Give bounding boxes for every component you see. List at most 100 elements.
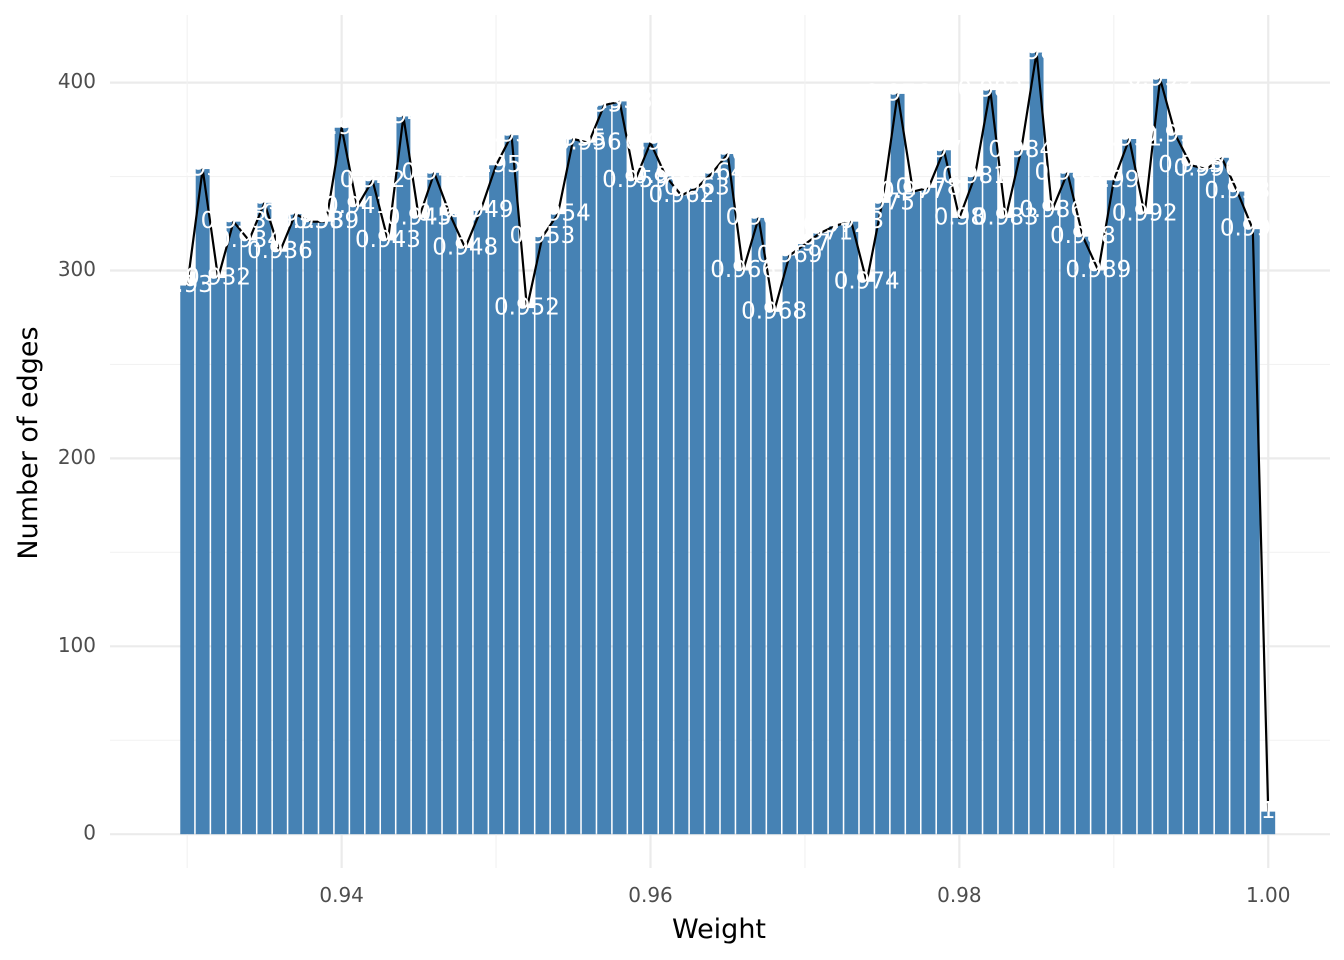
bar bbox=[334, 127, 349, 835]
bar-labels-layer: 0.930.9310.9320.9330.9340.9350.9360.9370… bbox=[162, 39, 1286, 824]
bar bbox=[319, 221, 334, 835]
bar bbox=[566, 139, 581, 835]
bar bbox=[350, 206, 365, 835]
bar bbox=[1137, 214, 1152, 835]
bar-value-label: 0.966 bbox=[710, 257, 776, 283]
bar-value-label: 0.983 bbox=[973, 204, 1039, 230]
bar-value-label: 0.967 bbox=[726, 204, 792, 230]
bar bbox=[767, 311, 781, 835]
x-tick-label: 1.00 bbox=[1246, 883, 1291, 907]
bar-value-label: 0.945 bbox=[386, 204, 452, 230]
bar bbox=[797, 244, 812, 835]
bar-value-label: 0.955 bbox=[540, 126, 606, 152]
bar bbox=[1261, 811, 1276, 835]
bar-value-label: 0.994 bbox=[1143, 122, 1209, 148]
x-tick-label: 0.96 bbox=[628, 883, 673, 907]
bar-value-label: 0.949 bbox=[448, 197, 514, 223]
bar bbox=[303, 221, 318, 835]
bar bbox=[628, 180, 643, 835]
bar-value-label: 0.973 bbox=[818, 208, 884, 234]
bar-value-label: 0.953 bbox=[509, 223, 575, 249]
bar-value-label: 0.975 bbox=[849, 189, 915, 215]
x-axis-title: Weight bbox=[672, 914, 766, 945]
bar-value-label: 0.939 bbox=[293, 208, 359, 234]
bar bbox=[813, 232, 828, 835]
bar-value-label: 0.931 bbox=[170, 156, 236, 182]
bar bbox=[288, 214, 303, 835]
bar bbox=[520, 308, 534, 835]
bar bbox=[921, 187, 936, 835]
bar bbox=[1075, 236, 1090, 835]
bar-value-label: 0.943 bbox=[355, 227, 421, 253]
bar bbox=[1230, 191, 1245, 835]
bar bbox=[1199, 169, 1214, 835]
bar bbox=[967, 176, 982, 835]
bar-value-label: 0.99 bbox=[1088, 167, 1139, 193]
bar-value-label: 0.959 bbox=[602, 167, 668, 193]
x-axis-ticks: 0.94 0.96 0.98 1.00 bbox=[319, 883, 1290, 907]
bar-value-label: 0.986 bbox=[1019, 197, 1085, 223]
bar bbox=[689, 187, 704, 835]
bar-value-label: 0.968 bbox=[741, 298, 807, 324]
bar-value-label: 0.982 bbox=[957, 77, 1023, 103]
bar-value-label: 0.946 bbox=[401, 159, 467, 185]
bar-value-label: 0.998 bbox=[1204, 178, 1270, 204]
bar bbox=[1060, 172, 1075, 835]
bar bbox=[875, 202, 890, 835]
bar-value-label: 0.93 bbox=[162, 272, 213, 298]
bar bbox=[211, 278, 226, 835]
bar-value-label: 0.935 bbox=[232, 189, 298, 215]
bar bbox=[1153, 78, 1168, 835]
bar-value-label: 0.999 bbox=[1220, 216, 1286, 242]
bar bbox=[1122, 139, 1137, 835]
bar bbox=[597, 105, 612, 835]
bar-value-label: 0.988 bbox=[1050, 223, 1116, 249]
bar bbox=[1245, 229, 1260, 835]
bar bbox=[659, 176, 673, 835]
bar bbox=[612, 101, 627, 835]
bar-value-label: 0.936 bbox=[247, 238, 313, 264]
y-axis-title: Number of edges bbox=[13, 326, 44, 559]
bar bbox=[442, 214, 457, 835]
bar bbox=[906, 191, 920, 835]
bar-value-label: 0.944 bbox=[370, 103, 436, 129]
bar bbox=[365, 180, 380, 835]
bar-value-label: 0.948 bbox=[432, 234, 498, 260]
bar-value-label: 0.989 bbox=[1065, 257, 1131, 283]
bar-value-label: 0.952 bbox=[494, 295, 560, 321]
bar bbox=[983, 90, 998, 835]
bar bbox=[550, 214, 565, 835]
bar-value-label: 0.98 bbox=[934, 204, 985, 230]
bar-value-label: 0.937 bbox=[262, 201, 328, 227]
bar bbox=[1214, 157, 1229, 835]
bar bbox=[751, 217, 766, 835]
bar bbox=[257, 202, 272, 835]
bar bbox=[844, 221, 859, 835]
bar bbox=[705, 172, 720, 835]
bar-value-label: 0.992 bbox=[1112, 201, 1178, 227]
bar-value-label: 0.987 bbox=[1035, 159, 1101, 185]
bar bbox=[890, 93, 905, 835]
trend-line-layer bbox=[186, 51, 1270, 812]
y-tick-label: 400 bbox=[58, 69, 96, 93]
bar bbox=[535, 236, 550, 835]
bar bbox=[1029, 52, 1044, 835]
bar bbox=[180, 285, 195, 835]
bar bbox=[720, 154, 735, 835]
bar bbox=[1014, 150, 1029, 835]
bar-value-label: 0.95 bbox=[470, 152, 521, 178]
bar-value-label: 0.996 bbox=[1174, 156, 1240, 182]
bar-value-label: 0.934 bbox=[216, 227, 282, 253]
bar bbox=[1091, 270, 1106, 835]
bar-value-label: 0.97 bbox=[779, 231, 830, 257]
x-tick-label: 0.94 bbox=[319, 883, 364, 907]
bar bbox=[1168, 135, 1183, 835]
bar-value-label: 0.971 bbox=[787, 219, 853, 245]
y-tick-label: 200 bbox=[58, 445, 96, 469]
bar bbox=[396, 116, 411, 835]
bar-value-label: 0.941 bbox=[324, 193, 390, 219]
bar bbox=[242, 240, 256, 835]
bar-value-label: 0.942 bbox=[340, 167, 406, 193]
bar-value-label: 0.958 bbox=[587, 88, 653, 114]
